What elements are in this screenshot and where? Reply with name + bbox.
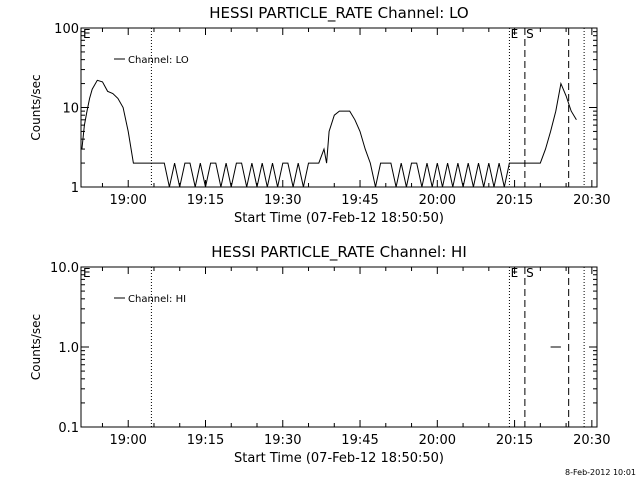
plot2-y-axis-title: Counts/sec [29, 314, 43, 380]
plot1-edge-label: E [83, 27, 91, 41]
plot1-x-tick-label: 19:00 [109, 193, 146, 208]
plot2-x-axis-title: Start Time (07-Feb-12 18:50:50) [234, 451, 444, 466]
plot2-event-label: S [526, 266, 534, 280]
plot2-title: HESSI PARTICLE_RATE Channel: HI [211, 243, 467, 262]
plot2-legend-label: Channel: HI [128, 294, 186, 305]
plot2-y-tick-label: 0.1 [58, 421, 79, 436]
plot2-x-tick-label: 19:45 [341, 433, 378, 448]
plot1-x-axis-title: Start Time (07-Feb-12 18:50:50) [234, 211, 444, 226]
plot1-x-tick-label: 20:30 [573, 193, 610, 208]
plot1-y-axis-title: Counts/sec [29, 74, 43, 140]
plot1-x-tick-label: 19:45 [341, 193, 378, 208]
plot1-title: HESSI PARTICLE_RATE Channel: LO [209, 4, 468, 23]
plot1-series-line [81, 79, 577, 188]
plot2-event-label: E [511, 266, 519, 280]
plot2-x-tick-label: 20:00 [419, 433, 456, 448]
plot2-x-tick-label: 19:30 [264, 433, 301, 448]
plot1-x-tick-label: 19:15 [187, 193, 224, 208]
plot2-x-tick-label: 20:30 [573, 433, 610, 448]
plot2-x-tick-label: 19:15 [187, 433, 224, 448]
plot2-edge-label: E [83, 266, 91, 280]
plot1-y-tick-label: 100 [54, 22, 79, 37]
plot2-x-tick-label: 20:15 [496, 433, 533, 448]
plot1-y-tick-label: 10 [62, 102, 79, 117]
timestamp: 8-Feb-2012 10:01 [565, 468, 636, 477]
plot2-y-tick-label: 1.0 [58, 341, 79, 356]
plot1-x-tick-label: 19:30 [264, 193, 301, 208]
plot1-legend-label: Channel: LO [128, 55, 189, 66]
plot1-y-tick-label: 1 [71, 181, 79, 196]
plot2-y-tick-label: 10.0 [50, 261, 79, 276]
plot1-x-tick-label: 20:00 [419, 193, 456, 208]
plot1-x-tick-label: 20:15 [496, 193, 533, 208]
plot1-event-label: S [526, 27, 534, 41]
plot2-x-tick-label: 19:00 [109, 433, 146, 448]
plot2-frame [80, 266, 598, 428]
plot1-event-label: E [511, 27, 519, 41]
